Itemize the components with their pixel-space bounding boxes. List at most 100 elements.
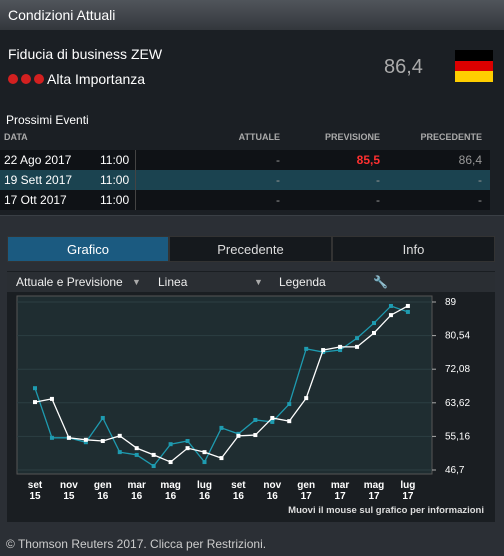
point (253, 417, 258, 422)
x-tick-label: lug (400, 480, 415, 491)
point (83, 437, 88, 442)
event-value: 86,4 (384, 56, 423, 78)
separator (135, 150, 136, 170)
x-tick-label: 16 (267, 491, 279, 502)
x-tick-label: 16 (131, 491, 143, 502)
table-cell: 85,5 (356, 153, 380, 167)
x-tick-label: 16 (233, 491, 245, 502)
table-cell: - (376, 193, 380, 207)
point (202, 450, 207, 455)
point (304, 396, 309, 401)
x-tick-label: set (231, 480, 246, 491)
x-tick-label: 15 (63, 491, 75, 502)
point (100, 415, 105, 420)
y-tick-label: 80,54 (445, 331, 470, 342)
point (151, 452, 156, 457)
point (405, 309, 410, 314)
point (372, 321, 376, 326)
point (219, 425, 224, 430)
separator (135, 170, 136, 190)
point (321, 348, 326, 353)
dropdown-arrow: ▼ (254, 277, 263, 287)
chart-note: Muovi il mouse sul grafico per informazi… (288, 505, 484, 516)
x-tick-label: mag (364, 480, 385, 491)
table-cell: 11:00 (100, 153, 130, 167)
y-tick-label: 89 (445, 297, 457, 308)
event-row: 19 Sett 2017 11:00 - - - (0, 170, 490, 190)
point (338, 348, 343, 353)
importance-dot (8, 74, 18, 84)
table-cell: - (376, 173, 380, 187)
x-tick-label: 17 (402, 491, 414, 502)
table-cell: - (276, 153, 280, 167)
x-tick-label: mar (128, 480, 146, 491)
point (185, 439, 190, 444)
column-header: PREVISIONE (324, 132, 380, 142)
point (388, 313, 393, 318)
point (270, 415, 275, 420)
tab[interactable]: Grafico (7, 236, 169, 262)
importance-label: Alta Importanza (47, 71, 146, 87)
tab[interactable]: Precedente (169, 236, 332, 262)
column-header: DATA (4, 132, 28, 142)
table-cell: 11:00 (100, 193, 130, 207)
header-title: Condizioni Attuali (0, 0, 504, 30)
point (287, 419, 292, 424)
point (168, 442, 173, 447)
y-tick-label: 55,16 (445, 431, 470, 442)
point (270, 419, 275, 424)
point (151, 464, 156, 469)
x-tick-label: 15 (29, 491, 41, 502)
column-header: ATTUALE (238, 132, 280, 142)
point (117, 433, 122, 438)
chart: Muovi il mouse sul grafico per informazi… (16, 295, 484, 516)
footer[interactable]: © Thomson Reuters 2017. Clicca per Restr… (6, 537, 267, 551)
table-cell: - (276, 173, 280, 187)
dropdown[interactable]: Attuale e Previsione (16, 275, 123, 289)
point (117, 450, 122, 455)
x-tick-label: mar (331, 480, 349, 491)
tab[interactable]: Info (332, 236, 495, 262)
table-cell: 11:00 (100, 173, 130, 187)
dropdown[interactable]: Legenda (279, 275, 326, 289)
x-tick-label: nov (263, 480, 281, 491)
plot-area (16, 295, 433, 475)
point (219, 456, 224, 461)
point (388, 303, 393, 308)
point (304, 346, 309, 351)
point (49, 396, 54, 401)
importance-dot (21, 74, 31, 84)
point (202, 460, 207, 465)
point (134, 446, 139, 451)
x-tick-label: 16 (199, 491, 211, 502)
table-cell: - (478, 173, 482, 187)
dropdown-arrow: ▼ (132, 277, 141, 287)
event-row: 22 Ago 2017 11:00 - 85,5 86,4 (0, 150, 490, 170)
controls-bar (7, 272, 495, 292)
point (287, 402, 292, 407)
point (236, 433, 241, 438)
point (168, 460, 173, 465)
y-tick-label: 63,62 (445, 398, 470, 409)
x-tick-label: nov (60, 480, 78, 491)
x-tick-label: mag (160, 480, 181, 491)
table-cell: 86,4 (458, 153, 482, 167)
x-tick-label: gen (94, 480, 112, 491)
y-tick-label: 72,08 (445, 364, 470, 375)
point (405, 303, 410, 308)
point (33, 386, 37, 391)
point (185, 446, 190, 451)
point (100, 439, 105, 444)
point (66, 435, 71, 440)
table-cell: - (478, 193, 482, 207)
table-cell: 17 Ott 2017 (4, 193, 67, 207)
y-tick-label: 46,7 (445, 465, 465, 476)
point (253, 433, 258, 438)
x-tick-label: lug (197, 480, 212, 491)
table-cell: 19 Sett 2017 (4, 173, 73, 187)
x-tick-label: 16 (97, 491, 109, 502)
point (355, 344, 360, 349)
event-name: Fiducia di business ZEW (8, 46, 163, 62)
dropdown[interactable]: Linea (158, 275, 188, 289)
x-tick-label: 16 (165, 491, 177, 502)
